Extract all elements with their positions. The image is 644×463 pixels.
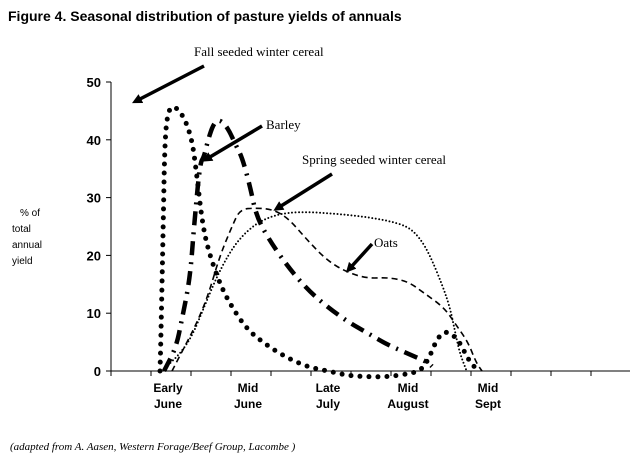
annotation-arrow-oats: [345, 242, 374, 273]
annotation-arrow-spring-seeded-winter-cereal: [273, 172, 333, 211]
x-tick-label: Late: [316, 381, 341, 395]
series-line-oats: [171, 207, 483, 372]
y-tick-label: 10: [87, 306, 101, 321]
x-tick-label: Mid: [478, 381, 499, 395]
x-tick-label: Sept: [475, 397, 501, 411]
x-tick-label: August: [387, 397, 428, 411]
y-axis-label-line: total: [12, 224, 31, 235]
x-tick-label: Early: [153, 381, 183, 395]
series-line-barley: [162, 118, 434, 373]
annotation-label-oats: Oats: [374, 235, 398, 250]
y-axis-label-line: annual: [12, 240, 43, 251]
annotation-arrow-barley: [202, 124, 263, 162]
y-tick-label: 0: [94, 364, 101, 379]
annotations: Fall seeded winter cereal Barley Spring se…: [132, 44, 446, 273]
series-lines: [157, 104, 483, 380]
annotation-label-spring-seeded-winter-cereal: Spring seeded winter cereal: [302, 152, 446, 167]
y-tick-label: 30: [87, 191, 101, 206]
y-tick-label: 50: [87, 75, 101, 90]
y-tick-label: 40: [87, 133, 101, 148]
source-note: (adapted from A. Aasen, Western Forage/B…: [10, 441, 296, 453]
annotation-label-barley: Barley: [266, 117, 301, 132]
x-tick-label: June: [234, 397, 262, 411]
y-axis-label: % of total annual yield: [12, 206, 74, 270]
y-axis-label-line: % of: [20, 208, 41, 219]
x-tick-label: Mid: [238, 381, 259, 395]
y-tick-label: 20: [87, 248, 101, 263]
annotation-arrow-fall-seeded-winter-cereal: [132, 64, 205, 104]
x-tick-label: Mid: [398, 381, 419, 395]
annotation-label-fall-seeded-winter-cereal: Fall seeded winter cereal: [194, 44, 324, 59]
series-line-fall-seeded-winter-cereal: [157, 104, 481, 380]
x-tick-label: June: [154, 397, 182, 411]
axes: 0 10 20 30 40 50 Early June Mid June Late July Mid Au…: [87, 75, 630, 411]
figure-title: Figure 4. Seasonal distribution of pastu…: [8, 8, 402, 24]
x-tick-label: July: [316, 397, 340, 411]
y-axis-label-line: yield: [12, 256, 33, 267]
